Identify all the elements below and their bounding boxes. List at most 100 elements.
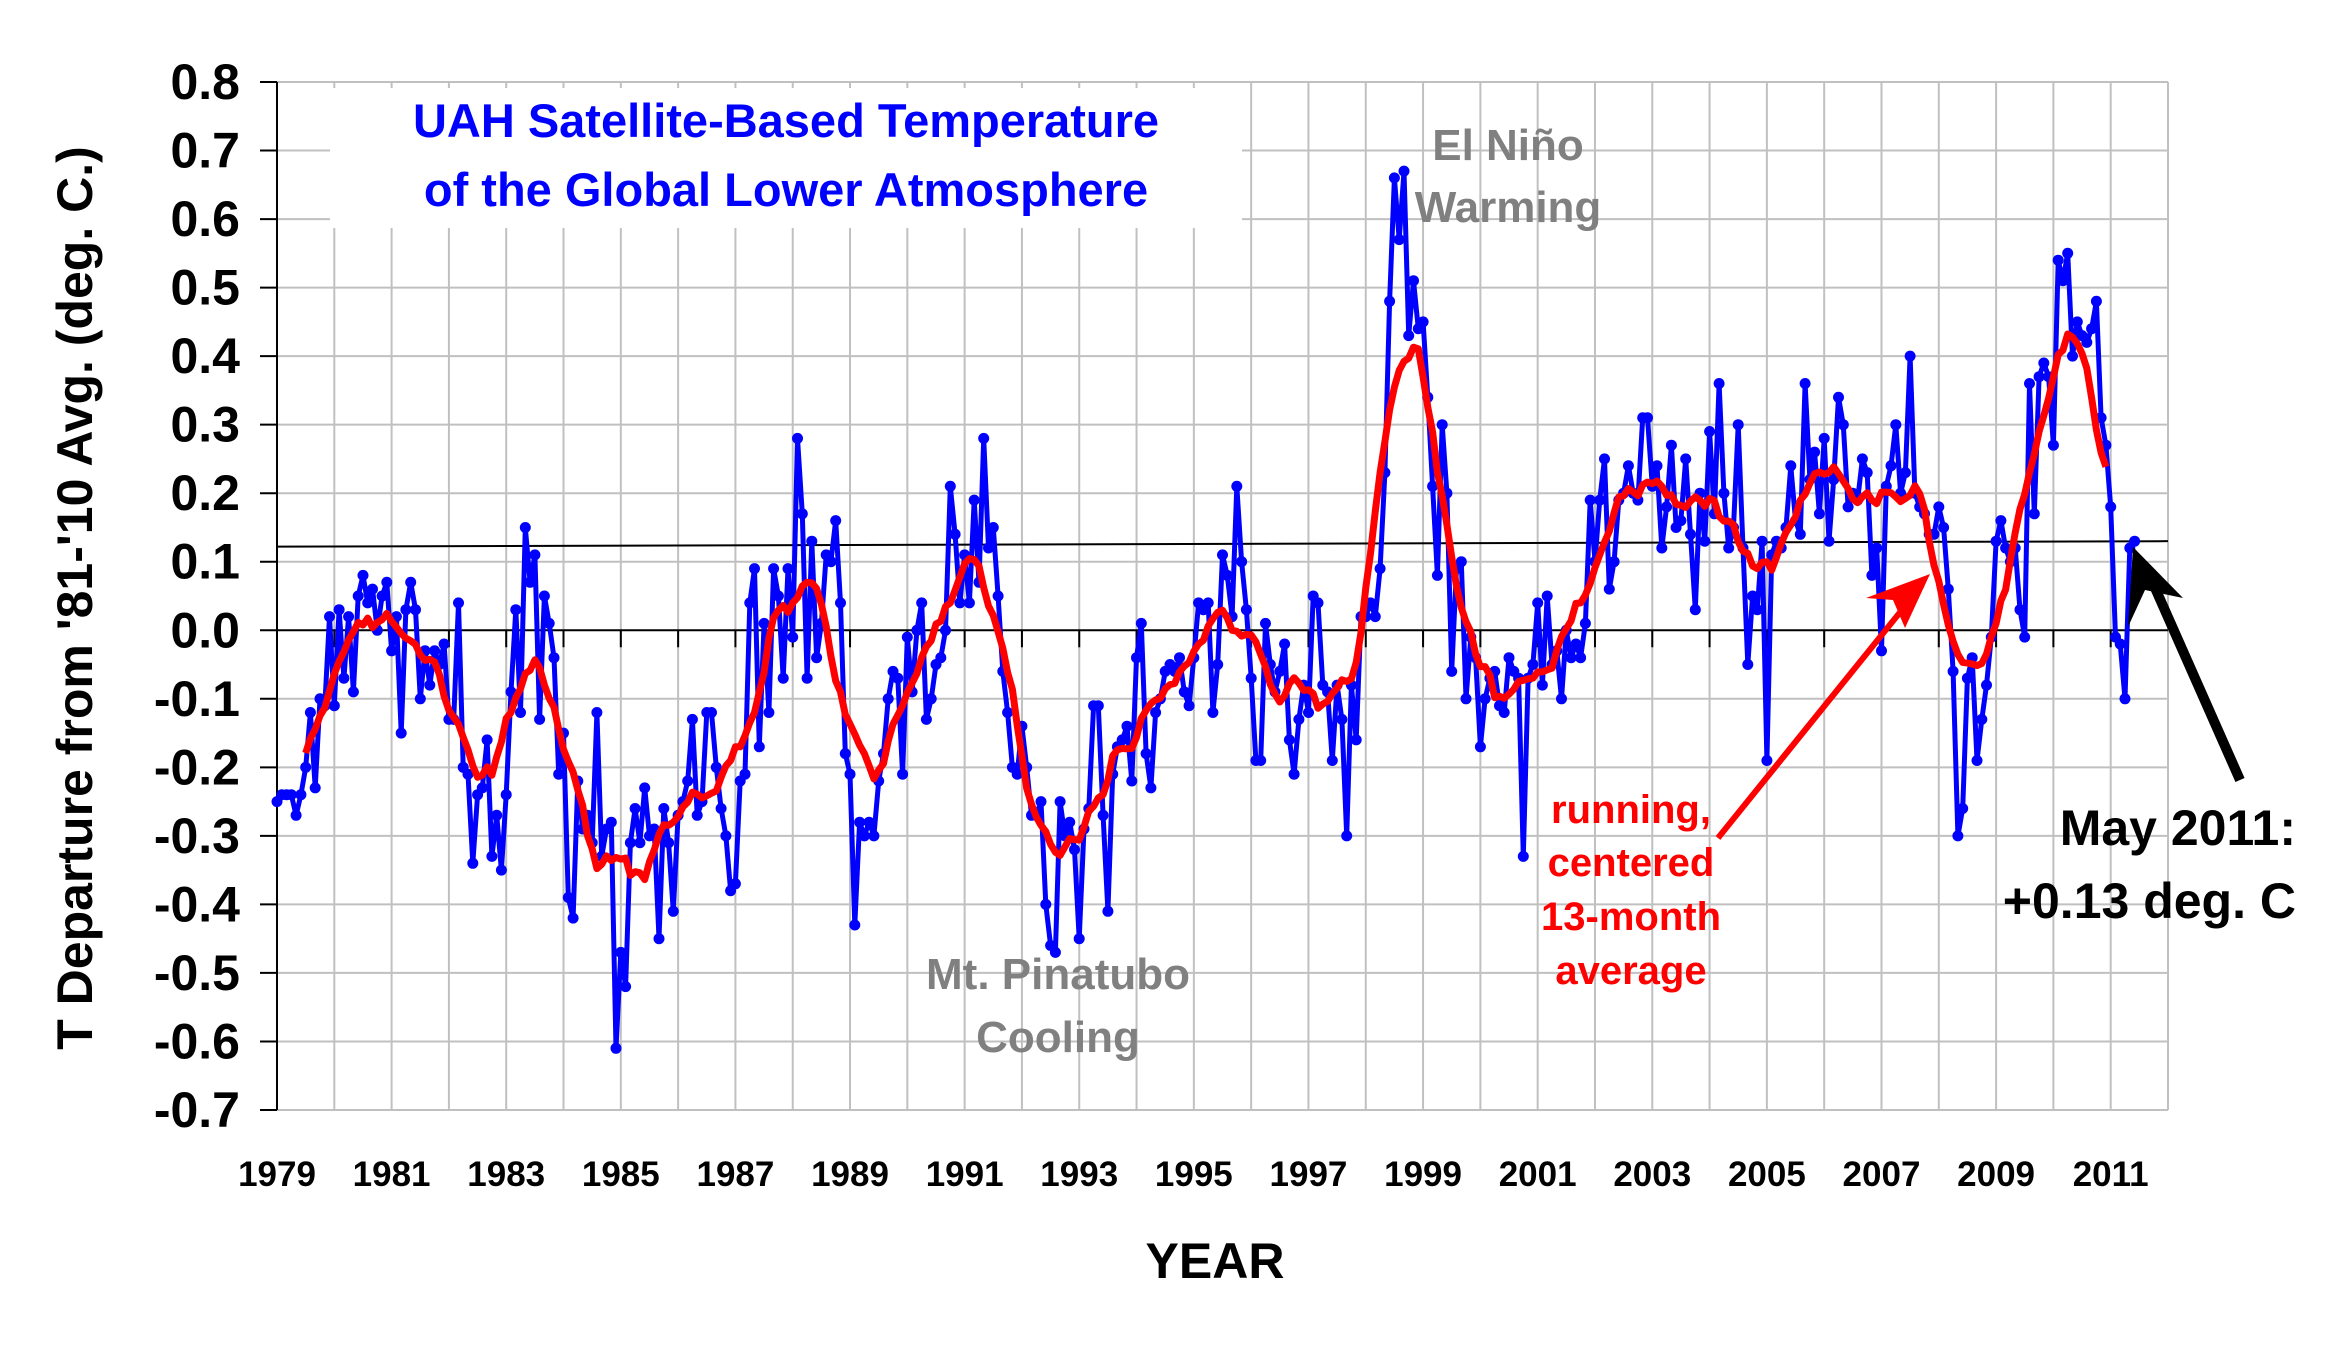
monthly-anomaly-point [639, 782, 651, 794]
monthly-anomaly-point [968, 494, 980, 506]
monthly-anomaly-point [1866, 569, 1878, 581]
monthly-anomaly-point [1837, 419, 1849, 431]
y-tick-label: 0.3 [170, 397, 240, 453]
monthly-anomaly-point [338, 672, 350, 684]
monthly-anomaly-point [777, 672, 789, 684]
monthly-anomaly-point [1799, 378, 1811, 389]
monthly-anomaly-point [1326, 755, 1338, 766]
monthly-anomaly-point [1474, 741, 1486, 753]
monthly-anomaly-point [1594, 494, 1606, 506]
monthly-anomaly-point [1403, 330, 1415, 342]
annotation-el-nino: El Niño Warming [1415, 121, 1602, 232]
y-tick-label: -0.3 [154, 808, 240, 864]
monthly-anomaly-point [1575, 652, 1587, 664]
monthly-anomaly-point [1794, 528, 1806, 540]
monthly-anomaly-point [1092, 700, 1104, 712]
monthly-anomaly-point [715, 803, 727, 814]
monthly-anomaly-point [1279, 638, 1291, 650]
monthly-anomaly-point [481, 734, 493, 746]
monthly-anomaly-point [2028, 508, 2040, 520]
y-tick-label: 0.7 [170, 123, 240, 179]
monthly-anomaly-point [1732, 419, 1744, 431]
monthly-anomaly-point [1952, 830, 1964, 842]
monthly-anomaly-point [1183, 700, 1195, 712]
latest-value-arrow-shaft [2143, 569, 2245, 783]
monthly-anomaly-point [1116, 734, 1128, 746]
monthly-anomaly-point [1288, 768, 1300, 780]
monthly-anomaly-point [1661, 501, 1673, 513]
monthly-anomaly-point [835, 597, 846, 609]
monthly-anomaly-point [1054, 796, 1066, 808]
monthly-anomaly-point [1899, 467, 1911, 479]
monthly-anomaly-point [2090, 295, 2102, 307]
monthly-anomaly-point [429, 645, 441, 657]
monthly-anomaly-point [1536, 679, 1548, 691]
monthly-anomaly-point [1393, 234, 1405, 246]
monthly-anomaly-point [1809, 446, 1821, 458]
monthly-anomaly-point [553, 768, 565, 780]
x-tick-label: 2005 [1728, 1155, 1806, 1194]
monthly-anomaly-point [739, 768, 751, 780]
monthly-anomaly-point [1871, 542, 1883, 554]
monthly-anomaly-point [290, 809, 302, 821]
monthly-anomaly-point [1312, 597, 1324, 609]
monthly-anomaly-point [1479, 693, 1491, 705]
monthly-anomaly-point [1231, 480, 1243, 492]
y-tick-label: -0.7 [154, 1082, 240, 1138]
monthly-anomaly-point [1135, 617, 1147, 629]
x-tick-label: 2003 [1613, 1155, 1691, 1194]
running-average-line-1: running, [1551, 788, 1711, 832]
monthly-anomaly-point [1890, 419, 1902, 431]
monthly-anomaly-point [1245, 672, 1257, 684]
x-axis-title: YEAR [1146, 1233, 1285, 1289]
monthly-anomaly-point [1283, 734, 1295, 746]
monthly-anomaly-point [2019, 631, 2031, 643]
monthly-anomaly-point [1427, 480, 1439, 492]
monthly-anomaly-point [610, 1042, 622, 1054]
monthly-anomaly-point [691, 809, 703, 821]
monthly-anomaly-point [400, 604, 412, 616]
monthly-anomaly-point [2057, 275, 2069, 287]
annotation-pinatubo: Mt. Pinatubo Cooling [926, 950, 1190, 1062]
monthly-anomaly-point [978, 432, 990, 444]
monthly-anomaly-point [2105, 501, 2117, 513]
monthly-anomaly-point [868, 830, 880, 842]
y-tick-label: -0.1 [154, 671, 240, 727]
monthly-anomaly-point [562, 892, 574, 903]
monthly-anomaly-point [2129, 535, 2141, 547]
monthly-anomaly-point [1217, 549, 1228, 561]
monthly-anomaly-point [916, 597, 928, 609]
monthly-anomaly-point [1240, 604, 1252, 616]
monthly-anomaly-point [605, 816, 617, 828]
chart-title-box: UAH Satellite-Based Temperature of the G… [330, 88, 1242, 228]
monthly-anomaly-point [858, 830, 870, 842]
monthly-anomaly-point [1121, 720, 1133, 732]
monthly-anomaly-point [1665, 439, 1677, 451]
monthly-anomaly-point [1957, 803, 1969, 814]
monthly-anomaly-point [1350, 734, 1362, 746]
monthly-anomaly-point [2071, 316, 2083, 328]
monthly-anomaly-point [285, 789, 297, 801]
pinatubo-line-1: Mt. Pinatubo [926, 950, 1190, 999]
monthly-anomaly-point [405, 576, 417, 588]
monthly-anomaly-point [324, 611, 335, 623]
monthly-anomaly-point [2052, 254, 2064, 266]
running-average-line-4: average [1555, 949, 1706, 993]
monthly-anomaly-point [1689, 604, 1701, 616]
monthly-anomaly-point [1642, 412, 1653, 424]
monthly-anomaly-point [897, 768, 909, 780]
el-nino-line-2: Warming [1415, 183, 1602, 232]
monthly-anomaly-point [1933, 501, 1945, 513]
y-tick-label: 0.4 [170, 328, 240, 384]
monthly-anomaly-point [963, 597, 975, 609]
gridlines [277, 81, 2169, 1111]
monthly-anomaly-point [663, 837, 675, 849]
x-tick-label: 2001 [1499, 1155, 1577, 1194]
monthly-anomaly-point [892, 672, 904, 684]
y-axis-title: T Departure from '81-'10 Avg. (deg. C.) [47, 146, 103, 1050]
monthly-anomaly-point [2024, 378, 2035, 389]
monthly-anomaly-point [2000, 542, 2012, 554]
monthly-anomaly-point [1742, 659, 1754, 670]
monthly-anomaly-point [333, 604, 345, 616]
